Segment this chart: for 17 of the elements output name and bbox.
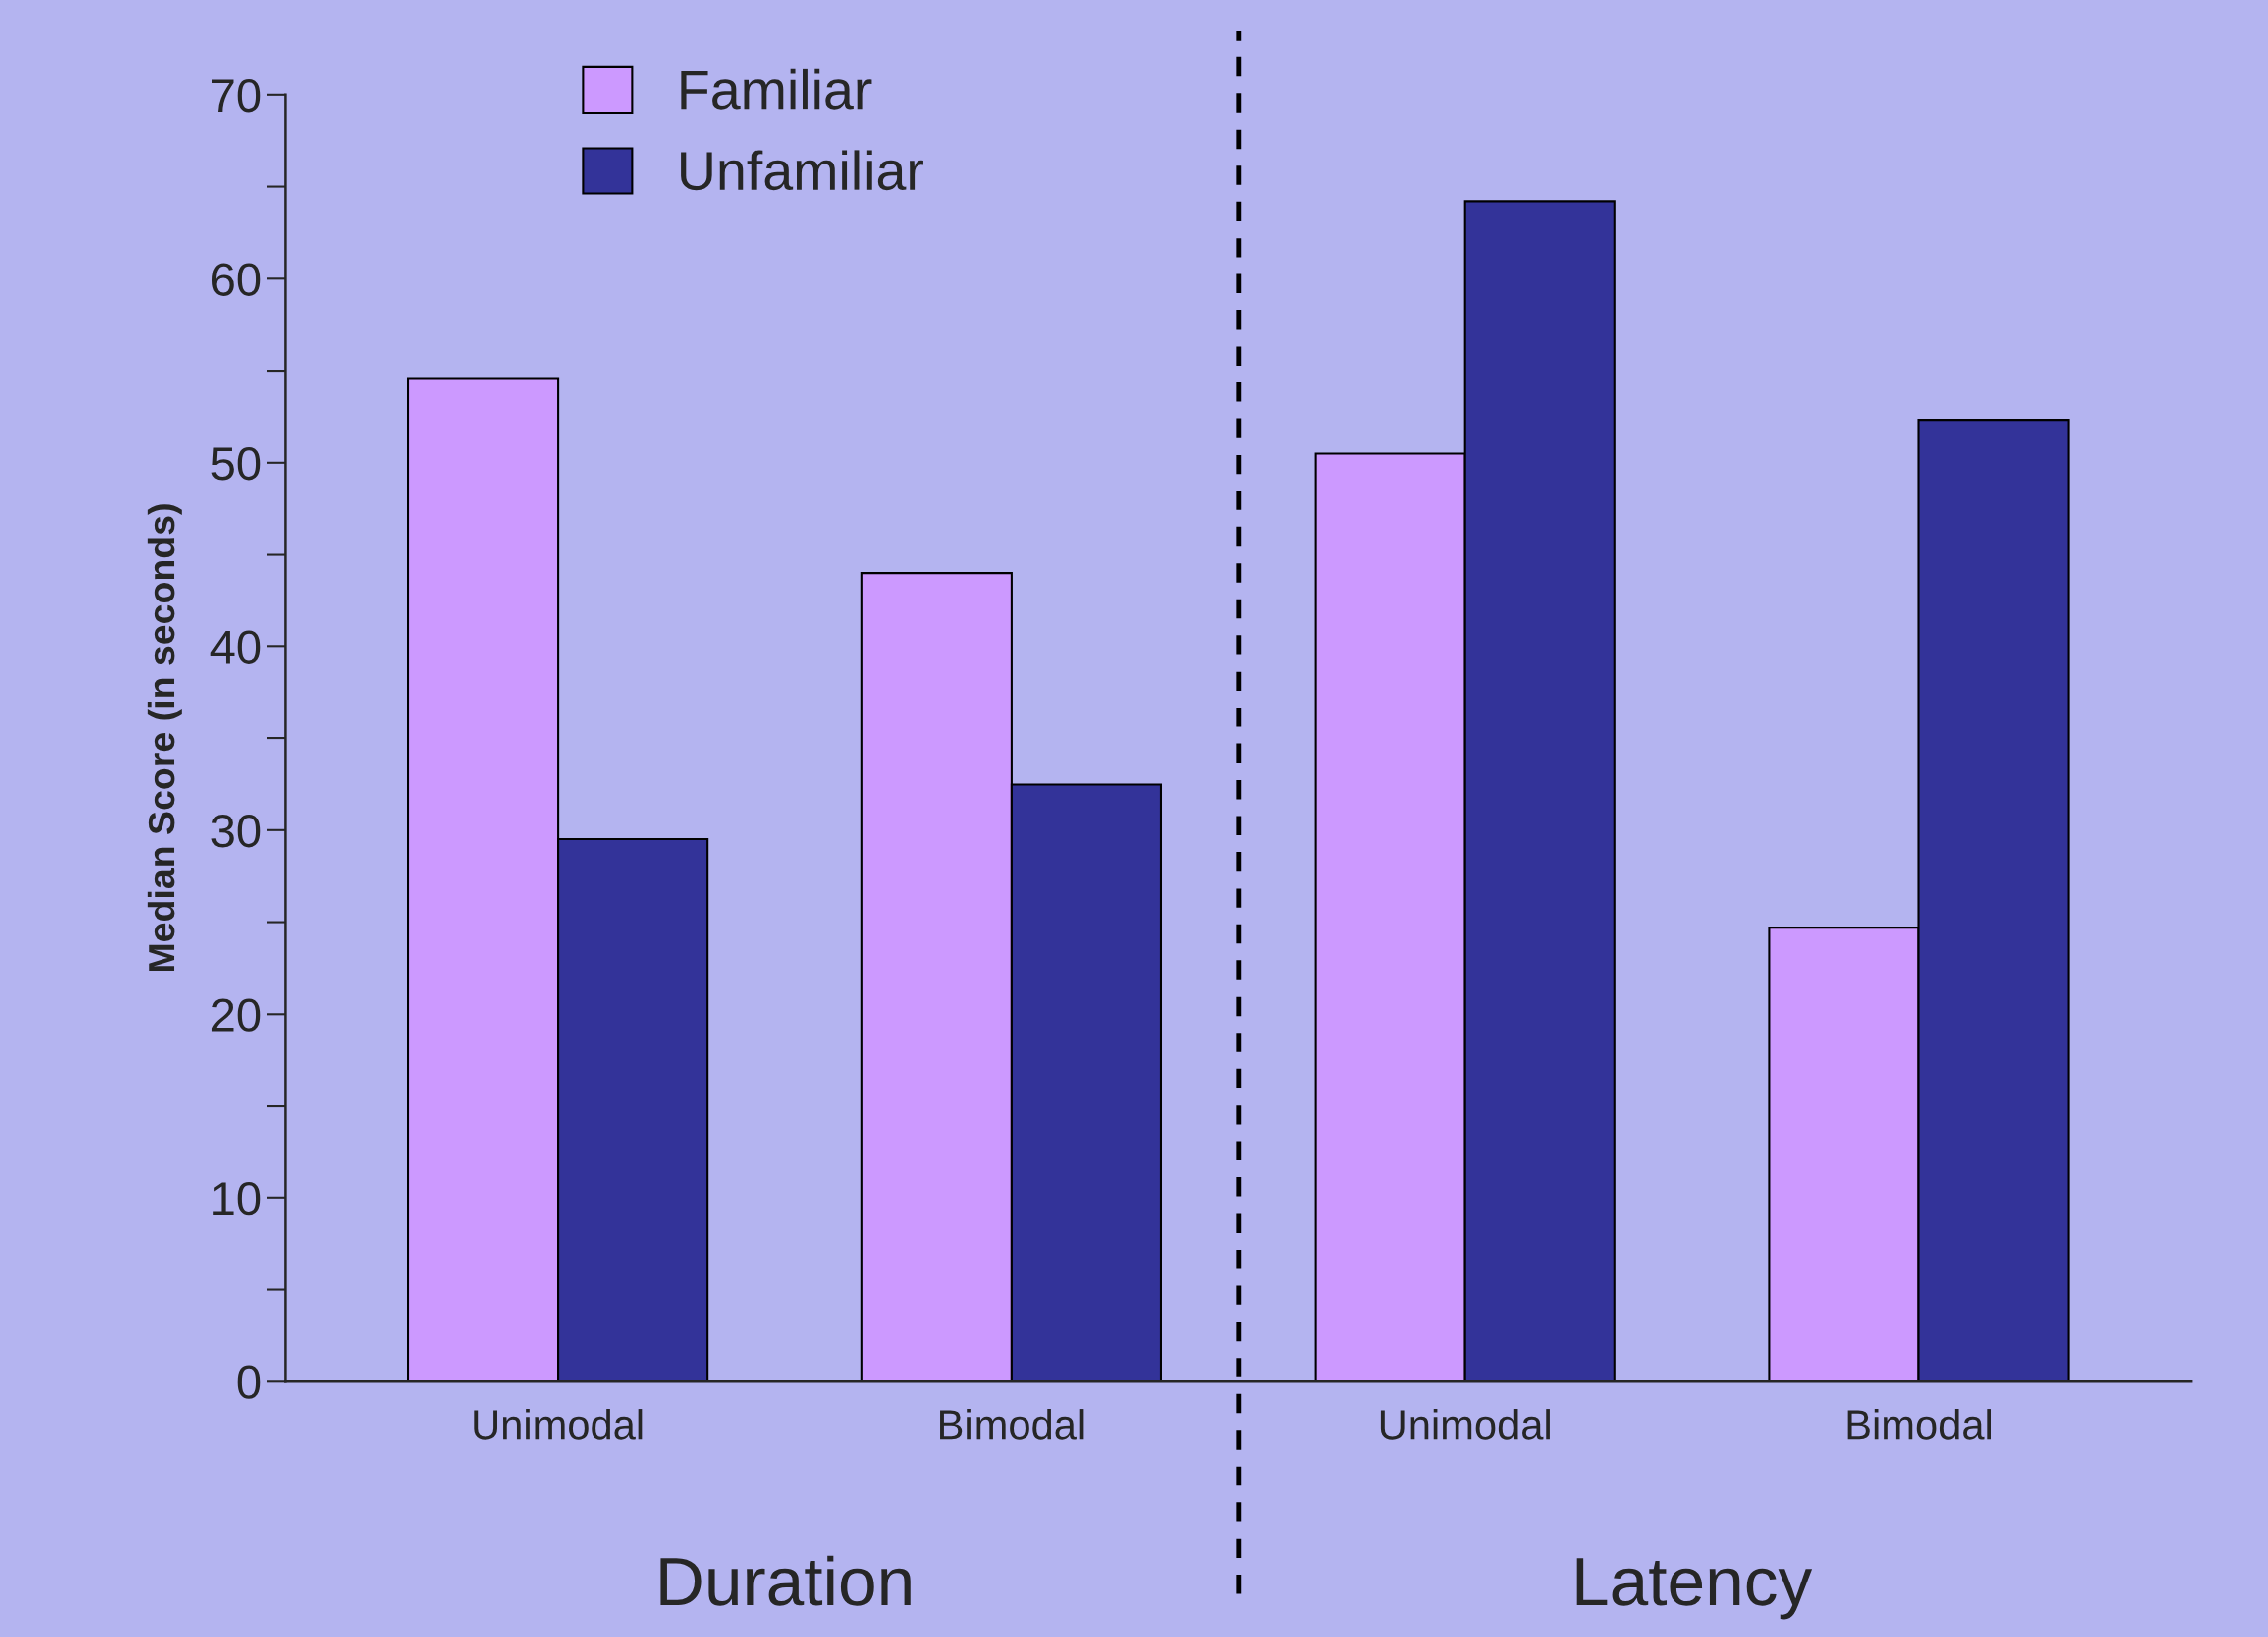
text: Latency <box>1576 1558 1813 1620</box>
x-tick-label: Bimodal <box>1847 1409 1991 1440</box>
x-tick-label: Bimodal <box>940 1409 1084 1440</box>
y-tick-label: 60 <box>211 263 261 296</box>
y-tick-label: 20 <box>211 998 261 1032</box>
y-tick-label: 30 <box>211 814 261 848</box>
legend-label: Unfamiliar <box>681 150 923 191</box>
y-tick-label: 10 <box>213 1181 261 1216</box>
y-tick-label: 0 <box>237 1365 261 1399</box>
text: Duration <box>660 1555 911 1606</box>
y-tick-label: 70 <box>212 78 261 113</box>
x-tick-label: Unimodal <box>1380 1409 1550 1440</box>
legend-label: Familiar <box>681 68 872 110</box>
x-tick-label: Unimodal <box>474 1409 643 1440</box>
y-tick-label: 50 <box>211 446 261 481</box>
y-tick-label: 40 <box>210 630 261 664</box>
y-axis-title: Median Score (in seconds) <box>147 504 182 972</box>
